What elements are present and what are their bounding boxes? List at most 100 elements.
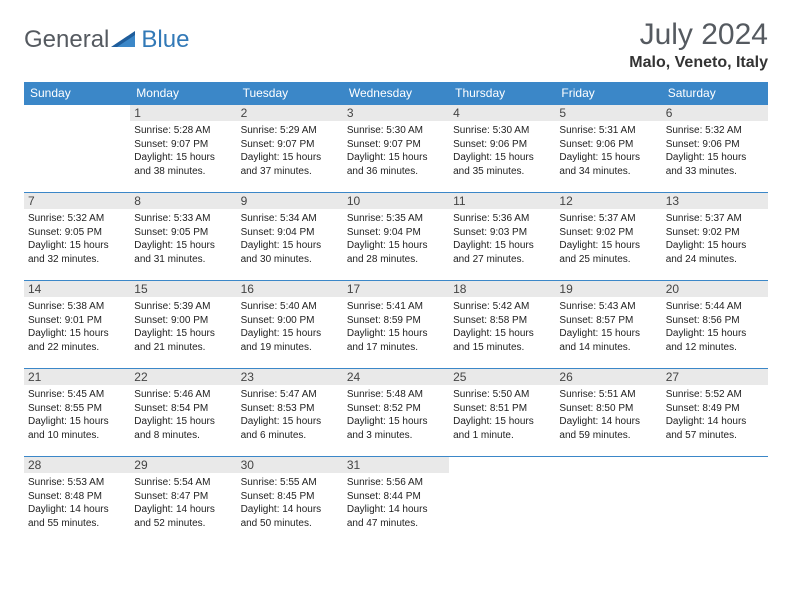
calendar-cell: 6 Sunrise: 5:32 AMSunset: 9:06 PMDaylight…	[662, 105, 768, 193]
calendar-cell: 10 Sunrise: 5:35 AMSunset: 9:04 PMDayligh…	[343, 193, 449, 281]
calendar-cell: 7 Sunrise: 5:32 AMSunset: 9:05 PMDaylight…	[24, 193, 130, 281]
day-number: 9	[237, 193, 343, 209]
calendar-cell: 23Sunrise: 5:47 AMSunset: 8:53 PMDayligh…	[237, 369, 343, 457]
day-info: Sunrise: 5:32 AMSunset: 9:06 PMDaylight:…	[666, 124, 764, 178]
day-number: 30	[237, 457, 343, 473]
weekday-header: Saturday	[662, 82, 768, 105]
day-info: Sunrise: 5:44 AMSunset: 8:56 PMDaylight:…	[666, 300, 764, 354]
calendar-cell	[449, 457, 555, 545]
day-number: 24	[343, 369, 449, 385]
weekday-header: Thursday	[449, 82, 555, 105]
day-number: 3	[343, 105, 449, 121]
weekday-header: Tuesday	[237, 82, 343, 105]
location: Malo, Veneto, Italy	[629, 54, 768, 72]
day-number: 17	[343, 281, 449, 297]
day-info: Sunrise: 5:35 AMSunset: 9:04 PMDaylight:…	[347, 212, 445, 266]
weekday-header: Sunday	[24, 82, 130, 105]
day-number: 12	[555, 193, 661, 209]
day-info: Sunrise: 5:36 AMSunset: 9:03 PMDaylight:…	[453, 212, 551, 266]
day-number: 7	[24, 193, 130, 209]
weekday-header: Monday	[130, 82, 236, 105]
calendar-cell: 5 Sunrise: 5:31 AMSunset: 9:06 PMDaylight…	[555, 105, 661, 193]
day-info: Sunrise: 5:43 AMSunset: 8:57 PMDaylight:…	[559, 300, 657, 354]
day-number: 2	[237, 105, 343, 121]
day-info: Sunrise: 5:33 AMSunset: 9:05 PMDaylight:…	[134, 212, 232, 266]
calendar-cell: 30Sunrise: 5:55 AMSunset: 8:45 PMDayligh…	[237, 457, 343, 545]
calendar-cell: 21 Sunrise: 5:45 AMSunset: 8:55 PMDayligh…	[24, 369, 130, 457]
day-info: Sunrise: 5:42 AMSunset: 8:58 PMDaylight:…	[453, 300, 551, 354]
logo-triangle-icon	[111, 29, 139, 52]
calendar-cell: 13 Sunrise: 5:37 AMSunset: 9:02 PMDayligh…	[662, 193, 768, 281]
day-number: 31	[343, 457, 449, 473]
day-number: 18	[449, 281, 555, 297]
day-info: Sunrise: 5:50 AMSunset: 8:51 PMDaylight:…	[453, 388, 551, 442]
calendar-cell: 16 Sunrise: 5:40 AMSunset: 9:00 PMDayligh…	[237, 281, 343, 369]
day-number: 16	[237, 281, 343, 297]
day-number: 21	[24, 369, 130, 385]
day-number: 6	[662, 105, 768, 121]
calendar-cell: 27Sunrise: 5:52 AMSunset: 8:49 PMDayligh…	[662, 369, 768, 457]
weekday-header: Friday	[555, 82, 661, 105]
calendar-cell	[662, 457, 768, 545]
day-info: Sunrise: 5:28 AMSunset: 9:07 PMDaylight:…	[134, 124, 232, 178]
day-info: Sunrise: 5:45 AMSunset: 8:55 PMDaylight:…	[28, 388, 126, 442]
day-number: 23	[237, 369, 343, 385]
calendar-cell: 15 Sunrise: 5:39 AMSunset: 9:00 PMDayligh…	[130, 281, 236, 369]
day-number: 11	[449, 193, 555, 209]
calendar-cell: 31Sunrise: 5:56 AMSunset: 8:44 PMDayligh…	[343, 457, 449, 545]
calendar-cell: 22 Sunrise: 5:46 AMSunset: 8:54 PMDayligh…	[130, 369, 236, 457]
logo-word1: General	[24, 26, 109, 54]
day-number: 15	[130, 281, 236, 297]
day-info: Sunrise: 5:54 AMSunset: 8:47 PMDaylight:…	[134, 476, 232, 530]
calendar-cell	[555, 457, 661, 545]
day-number: 20	[662, 281, 768, 297]
calendar-cell: 1 Sunrise: 5:28 AMSunset: 9:07 PMDaylight…	[130, 105, 236, 193]
day-number: 22	[130, 369, 236, 385]
day-info: Sunrise: 5:46 AMSunset: 8:54 PMDaylight:…	[134, 388, 232, 442]
day-info: Sunrise: 5:37 AMSunset: 9:02 PMDaylight:…	[666, 212, 764, 266]
day-info: Sunrise: 5:34 AMSunset: 9:04 PMDaylight:…	[241, 212, 339, 266]
logo-word2: Blue	[141, 26, 189, 54]
calendar-cell	[24, 105, 130, 193]
day-number: 28	[24, 457, 130, 473]
calendar-cell: 12 Sunrise: 5:37 AMSunset: 9:02 PMDayligh…	[555, 193, 661, 281]
calendar-cell: 17Sunrise: 5:41 AMSunset: 8:59 PMDayligh…	[343, 281, 449, 369]
calendar-cell: 4 Sunrise: 5:30 AMSunset: 9:06 PMDaylight…	[449, 105, 555, 193]
calendar-cell: 25 Sunrise: 5:50 AMSunset: 8:51 PMDayligh…	[449, 369, 555, 457]
day-info: Sunrise: 5:52 AMSunset: 8:49 PMDaylight:…	[666, 388, 764, 442]
day-number: 8	[130, 193, 236, 209]
day-number: 5	[555, 105, 661, 121]
day-number: 10	[343, 193, 449, 209]
day-info: Sunrise: 5:29 AMSunset: 9:07 PMDaylight:…	[241, 124, 339, 178]
calendar-cell: 14Sunrise: 5:38 AMSunset: 9:01 PMDayligh…	[24, 281, 130, 369]
header: General Blue July 2024 Malo, Veneto, Ita…	[24, 18, 768, 72]
day-number: 13	[662, 193, 768, 209]
day-info: Sunrise: 5:48 AMSunset: 8:52 PMDaylight:…	[347, 388, 445, 442]
calendar-cell: 24 Sunrise: 5:48 AMSunset: 8:52 PMDayligh…	[343, 369, 449, 457]
day-number: 4	[449, 105, 555, 121]
calendar-cell: 8 Sunrise: 5:33 AMSunset: 9:05 PMDaylight…	[130, 193, 236, 281]
calendar-table: SundayMondayTuesdayWednesdayThursdayFrid…	[24, 82, 768, 545]
calendar-cell: 29Sunrise: 5:54 AMSunset: 8:47 PMDayligh…	[130, 457, 236, 545]
day-info: Sunrise: 5:30 AMSunset: 9:07 PMDaylight:…	[347, 124, 445, 178]
day-info: Sunrise: 5:31 AMSunset: 9:06 PMDaylight:…	[559, 124, 657, 178]
day-info: Sunrise: 5:32 AMSunset: 9:05 PMDaylight:…	[28, 212, 126, 266]
logo: General Blue	[24, 26, 189, 54]
calendar-cell: 19Sunrise: 5:43 AMSunset: 8:57 PMDayligh…	[555, 281, 661, 369]
calendar-cell: 26 Sunrise: 5:51 AMSunset: 8:50 PMDayligh…	[555, 369, 661, 457]
day-info: Sunrise: 5:53 AMSunset: 8:48 PMDaylight:…	[28, 476, 126, 530]
calendar-cell: 20 Sunrise: 5:44 AMSunset: 8:56 PMDayligh…	[662, 281, 768, 369]
title-block: July 2024 Malo, Veneto, Italy	[629, 18, 768, 72]
calendar-cell: 9 Sunrise: 5:34 AMSunset: 9:04 PMDaylight…	[237, 193, 343, 281]
calendar-cell: 11 Sunrise: 5:36 AMSunset: 9:03 PMDayligh…	[449, 193, 555, 281]
day-info: Sunrise: 5:30 AMSunset: 9:06 PMDaylight:…	[453, 124, 551, 178]
weekday-header: Wednesday	[343, 82, 449, 105]
day-number: 14	[24, 281, 130, 297]
day-info: Sunrise: 5:39 AMSunset: 9:00 PMDaylight:…	[134, 300, 232, 354]
day-number: 1	[130, 105, 236, 121]
day-info: Sunrise: 5:51 AMSunset: 8:50 PMDaylight:…	[559, 388, 657, 442]
day-info: Sunrise: 5:37 AMSunset: 9:02 PMDaylight:…	[559, 212, 657, 266]
day-info: Sunrise: 5:40 AMSunset: 9:00 PMDaylight:…	[241, 300, 339, 354]
day-number: 25	[449, 369, 555, 385]
day-number: 26	[555, 369, 661, 385]
